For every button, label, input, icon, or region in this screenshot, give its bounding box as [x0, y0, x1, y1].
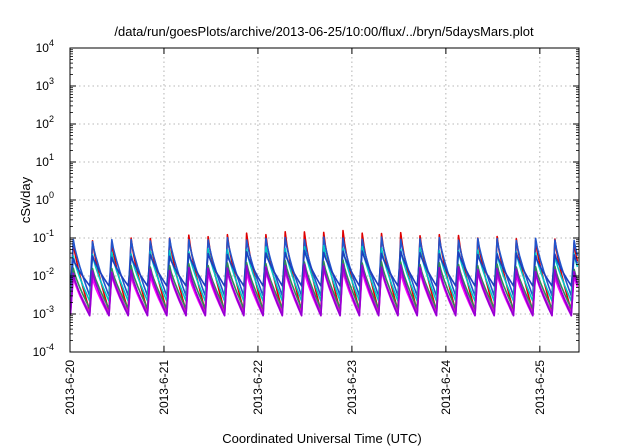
x-tick-label: 2013-6-23 [345, 360, 359, 415]
y-tick-exponent: 2 [49, 114, 54, 124]
y-tick-exponent: -3 [46, 304, 54, 314]
y-tick-exponent: -4 [46, 342, 54, 352]
y-tick-exponent: -1 [46, 228, 54, 238]
series-group [70, 229, 579, 317]
y-tick-exponent: 0 [49, 190, 54, 200]
y-tick-exponent: 3 [49, 76, 54, 86]
series-line [70, 259, 579, 310]
x-tick-label: 2013-6-24 [439, 360, 453, 415]
series-line [70, 244, 579, 302]
y-tick-exponent: 4 [49, 38, 54, 48]
x-tick-label: 2013-6-22 [251, 360, 265, 415]
y-tick-exponent: -2 [46, 266, 54, 276]
chart-title: /data/run/goesPlots/archive/2013-06-25/1… [114, 24, 534, 39]
y-axis-title: cSv/day [18, 176, 33, 223]
x-tick-label: 2013-6-25 [533, 360, 547, 415]
x-tick-label: 2013-6-20 [63, 360, 77, 415]
series-line [70, 263, 579, 317]
series-line [70, 249, 579, 287]
series-line [70, 236, 579, 297]
y-tick-exponent: 1 [49, 152, 54, 162]
x-axis-title: Coordinated Universal Time (UTC) [222, 431, 421, 446]
x-tick-label: 2013-6-21 [157, 360, 171, 415]
